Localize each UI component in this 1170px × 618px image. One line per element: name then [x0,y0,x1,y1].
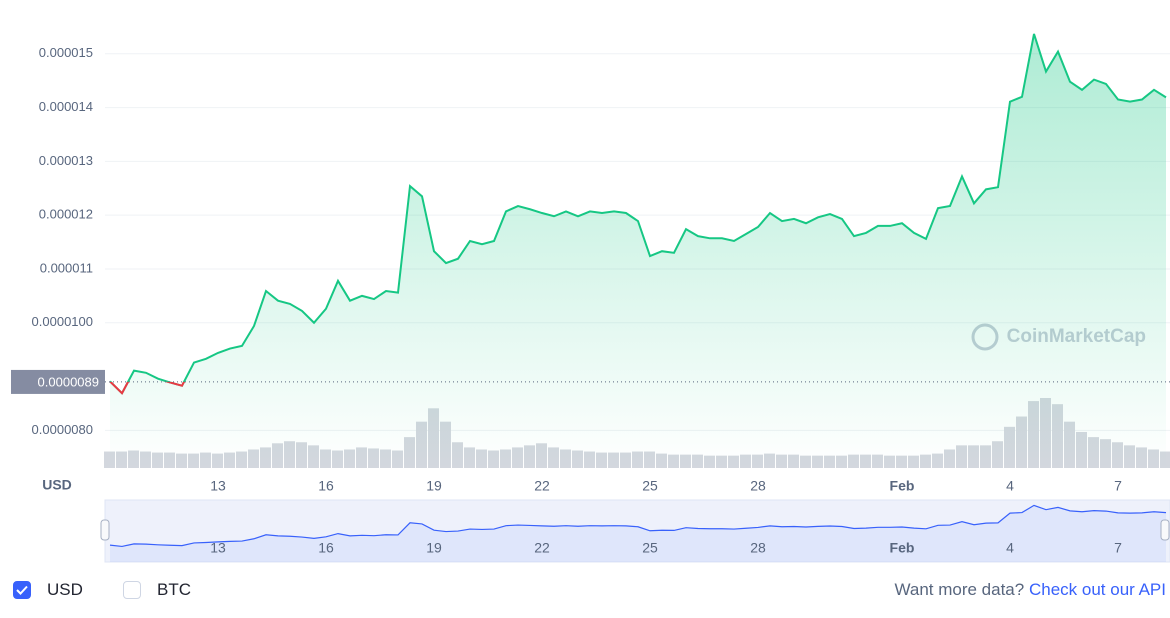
y-tick-label: 0.000012 [39,207,93,222]
y-tick-label: 0.000011 [40,260,93,275]
api-link[interactable]: Check out our API [1028,580,1166,599]
x-tick-label: 7 [1114,478,1122,494]
toggle-label: USD [47,580,83,599]
x-tick-label: 19 [426,478,442,494]
navigator-handle[interactable] [1160,519,1170,541]
price-line [109,33,1167,395]
navigator-tick-label: 13 [210,540,226,556]
x-tick-label: 28 [750,478,766,494]
x-tick-label: Feb [890,478,915,494]
navigator-tick-label: 19 [426,540,442,556]
price-area [110,33,1166,469]
reference-label-bg [11,369,105,394]
navigator-handle[interactable] [100,519,110,541]
y-tick-label: 0.000015 [39,45,93,60]
toggle-label: BTC [157,580,191,599]
navigator-area [110,505,1166,562]
navigator-tick-label: 7 [1114,540,1122,556]
chart: 0.0000080 0.0000100 0.000011 0.000012 0.0000… [11,33,1170,563]
footer-text: Want more data? [894,580,1025,599]
y-tick-label: 0.0000080 [32,422,93,437]
navigator-tick-label: 22 [534,540,550,556]
y-tick-label: 0.000014 [39,99,93,114]
footer: Want more data? Check out our API [894,580,1166,600]
y-tick-label: 0.0000100 [32,314,93,329]
navigator-tick-label: 25 [642,540,658,556]
x-tick-label: 25 [642,478,658,494]
navigator-line [109,504,1167,548]
navigator-tick-label: Feb [890,540,915,556]
usd-toggle[interactable]: USD [13,580,83,600]
check [16,585,28,595]
btc-toggle[interactable]: BTC [123,580,191,600]
checkbox[interactable] [123,581,141,599]
x-tick-label: 16 [318,478,334,494]
y-axis-label: USD [42,477,72,493]
navigator-tick-label: 28 [750,540,766,556]
x-tick-label: 13 [210,478,226,494]
navigator-bg [104,499,1170,563]
navigator-tick-label: 16 [318,540,334,556]
y-tick-label: 0.000013 [39,153,93,168]
reference-label: 0.0000089 [38,374,99,389]
x-tick-label: 22 [534,478,550,494]
x-tick-label: 4 [1006,478,1014,494]
navigator-tick-label: 4 [1006,540,1014,556]
checkbox[interactable] [13,581,31,599]
volume-bar [104,451,115,468]
